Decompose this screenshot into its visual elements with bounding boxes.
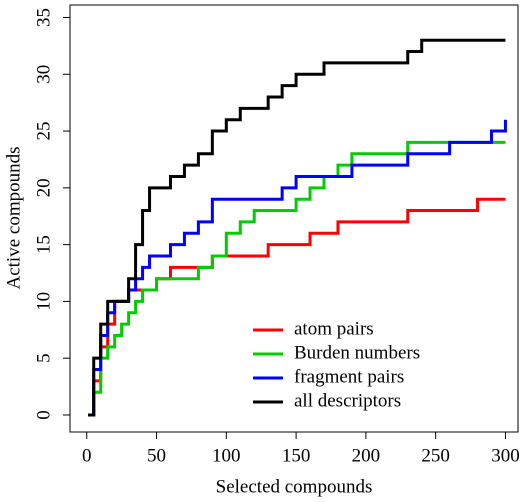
x-tick-label: 300 — [491, 445, 520, 466]
y-tick-label: 20 — [33, 178, 54, 197]
x-tick-label: 100 — [212, 445, 241, 466]
y-axis-title: Active compounds — [3, 146, 24, 289]
x-tick-label: 250 — [421, 445, 450, 466]
y-tick-label: 25 — [33, 122, 54, 141]
legend-label: atom pairs — [294, 318, 374, 339]
y-tick-label: 35 — [33, 8, 54, 27]
x-tick-label: 0 — [82, 445, 92, 466]
y-tick-label: 10 — [33, 292, 54, 311]
y-tick-label: 30 — [33, 65, 54, 84]
legend-label: Burden numbers — [294, 342, 420, 363]
x-tick-label: 50 — [147, 445, 166, 466]
legend-label: fragment pairs — [294, 366, 404, 387]
x-tick-label: 150 — [282, 445, 311, 466]
y-tick-label: 5 — [33, 353, 54, 363]
y-tick-label: 0 — [33, 410, 54, 420]
x-tick-label: 200 — [352, 445, 381, 466]
series-line — [88, 38, 506, 417]
x-axis-title: Selected compounds — [216, 476, 373, 497]
legend-label: all descriptors — [294, 390, 401, 411]
series-line — [88, 140, 506, 417]
y-tick-label: 15 — [33, 235, 54, 254]
plot-frame — [69, 4, 519, 433]
